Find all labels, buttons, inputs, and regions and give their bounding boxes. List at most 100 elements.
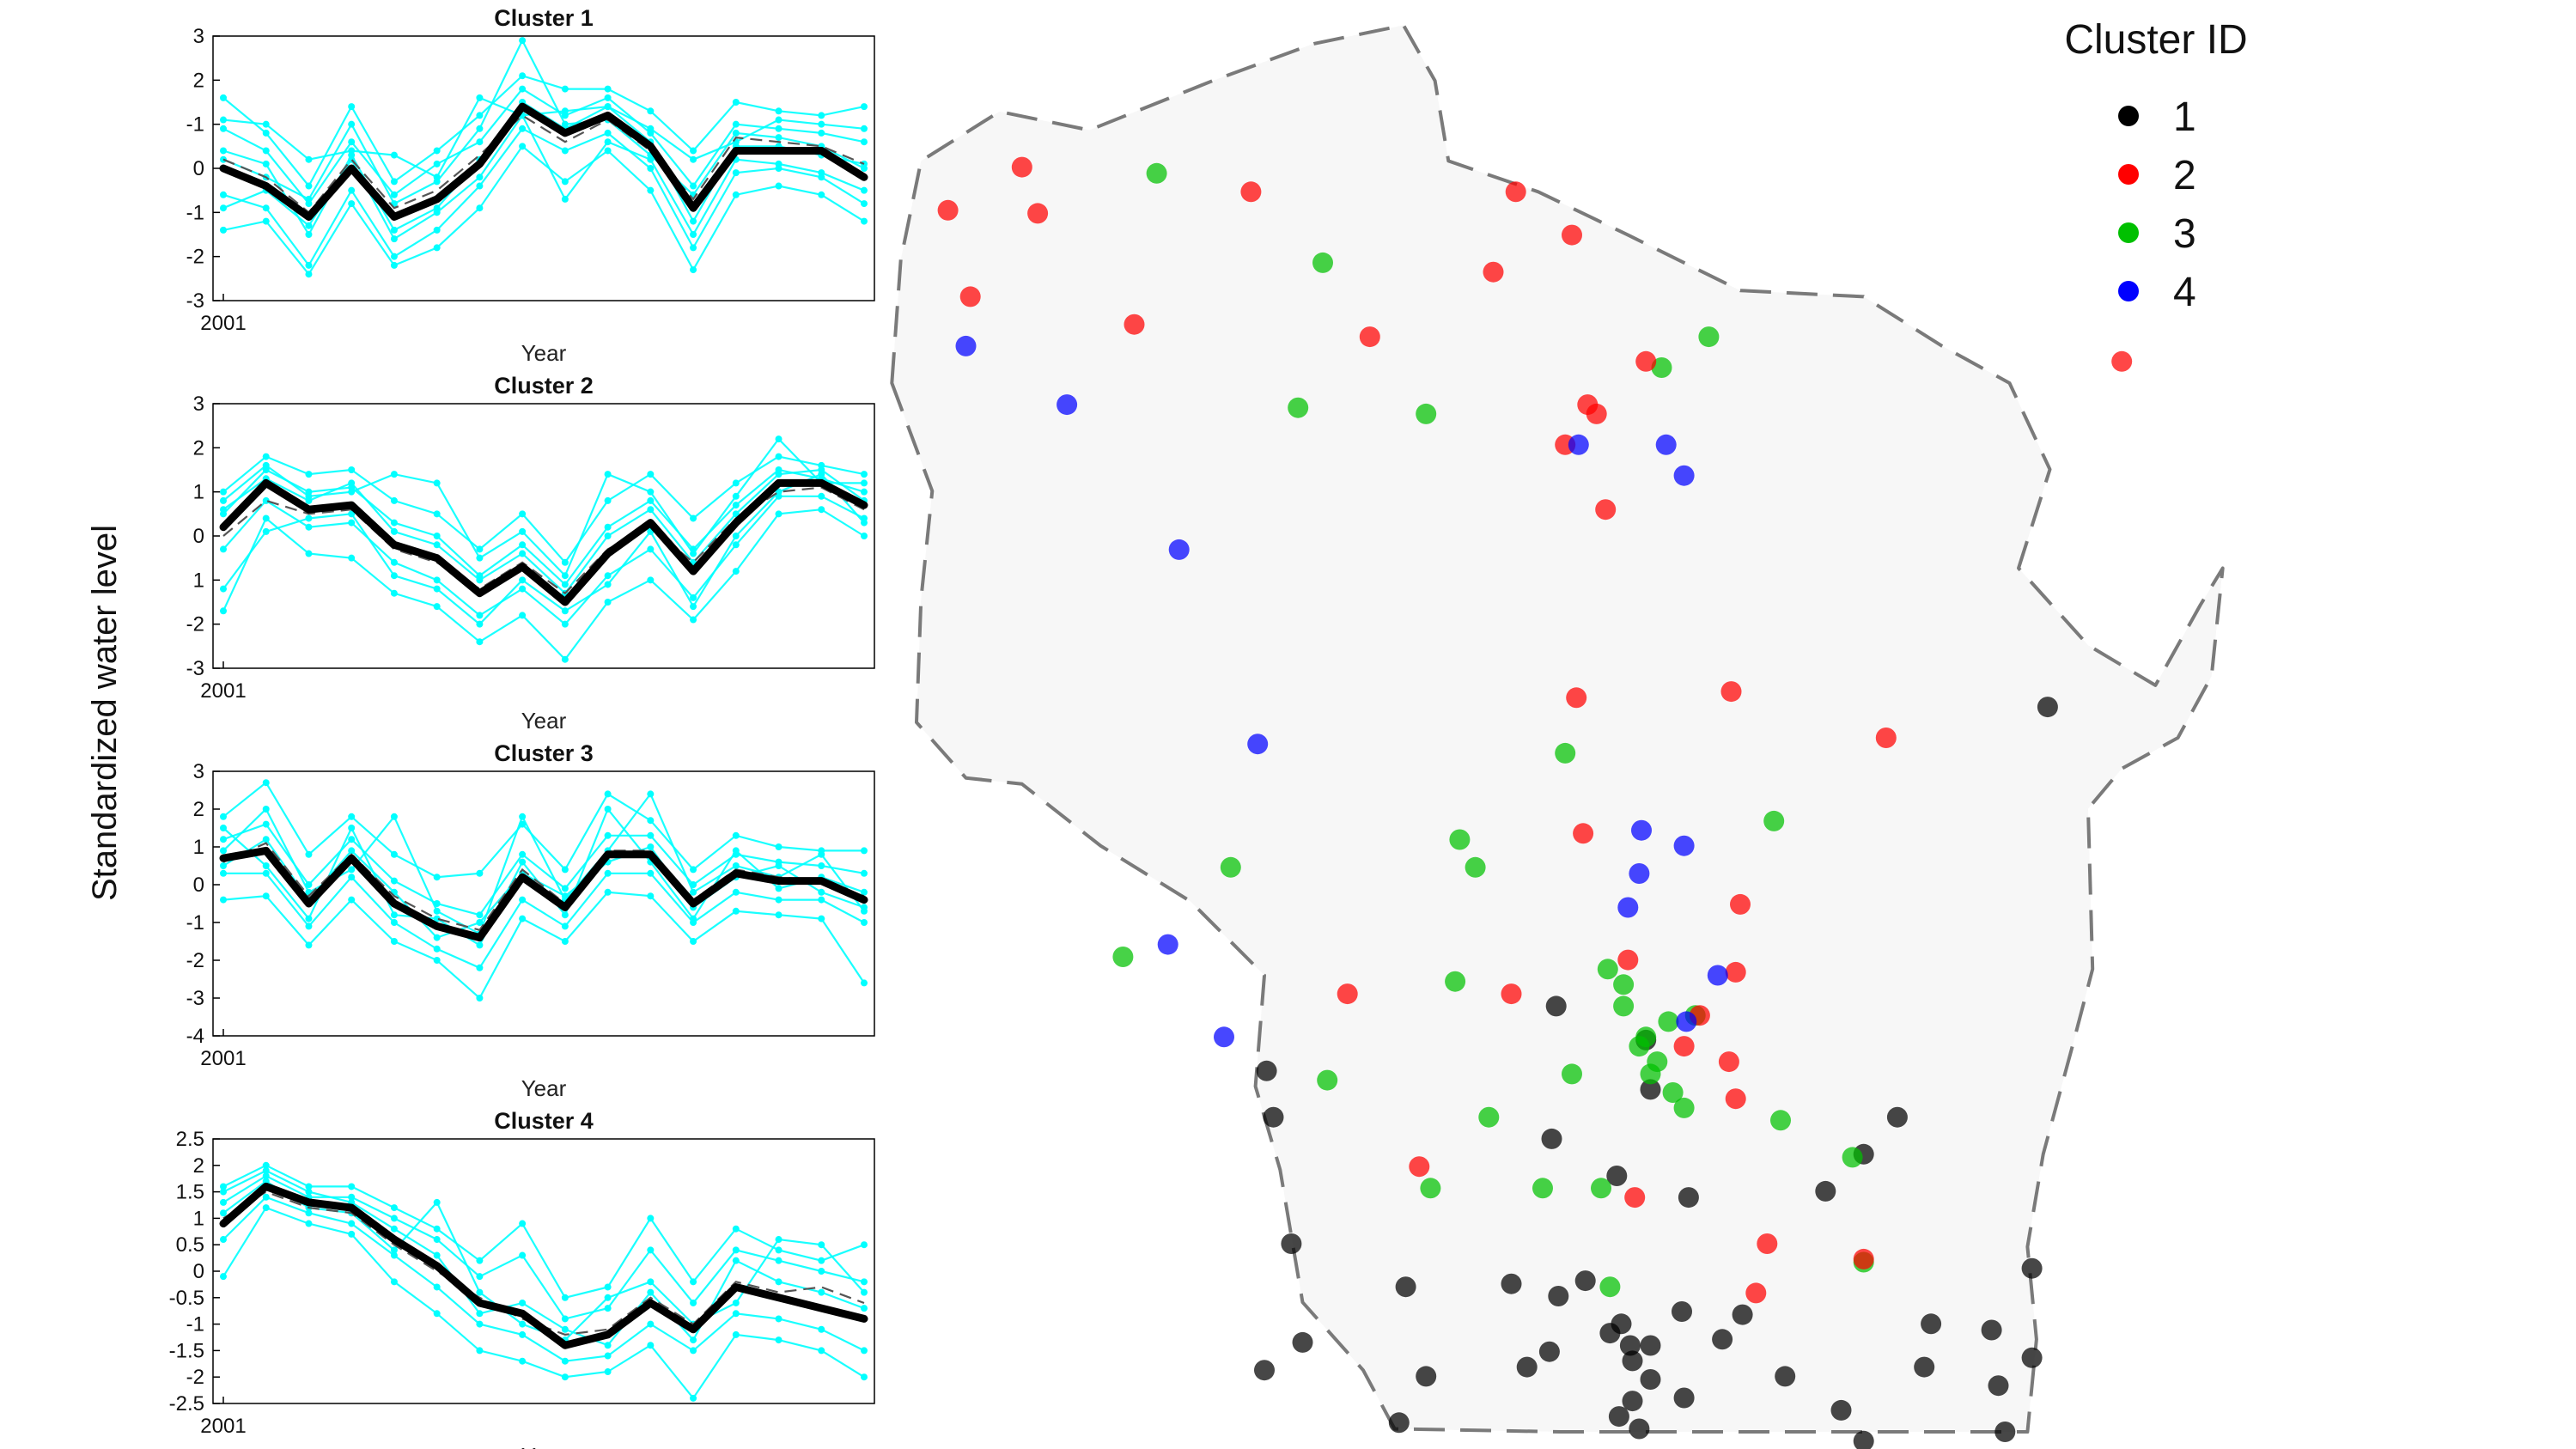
site-marker-cluster-4 — [1157, 934, 1178, 955]
member-point — [561, 558, 569, 566]
member-point — [348, 847, 356, 855]
member-point — [348, 466, 356, 473]
member-point — [818, 1347, 825, 1355]
site-marker-cluster-1 — [1263, 1106, 1284, 1128]
y-tick-label: 1.5 — [176, 1181, 204, 1204]
member-line-7 — [222, 468, 865, 595]
site-marker-cluster-1 — [1622, 1391, 1643, 1412]
member-point — [861, 1305, 868, 1312]
member-point — [476, 1273, 484, 1281]
site-marker-cluster-3 — [1465, 856, 1486, 878]
member-point — [348, 554, 356, 562]
member-point — [561, 1294, 569, 1301]
member-point — [305, 1188, 313, 1196]
member-point — [305, 922, 313, 930]
member-point — [390, 226, 398, 234]
site-marker-cluster-1 — [1619, 1335, 1641, 1356]
member-point — [305, 881, 313, 888]
site-marker-cluster-3 — [1698, 326, 1720, 348]
y-tick-label: -1 — [186, 1313, 204, 1336]
member-point — [390, 911, 398, 919]
mean-line — [219, 478, 868, 606]
site-marker-cluster-2 — [1505, 181, 1526, 203]
member-point — [348, 874, 356, 881]
dashed-line — [222, 114, 865, 214]
member-point — [690, 1336, 697, 1344]
member-point — [519, 1251, 527, 1259]
site-marker-cluster-3 — [1599, 1276, 1621, 1298]
site-marker-cluster-1 — [1672, 1301, 1692, 1322]
member-point — [604, 888, 612, 896]
member-line-5 — [222, 437, 864, 578]
site-marker-cluster-2 — [1240, 181, 1262, 203]
member-point — [348, 896, 356, 904]
member-point — [390, 813, 398, 820]
member-point — [647, 843, 655, 850]
member-point — [647, 1215, 655, 1222]
member-point — [305, 261, 313, 269]
member-point — [861, 125, 868, 132]
y-tick-label: 0 — [193, 1260, 204, 1283]
member-point — [262, 217, 270, 225]
site-marker-cluster-3 — [1613, 995, 1635, 1017]
site-marker-cluster-1 — [1611, 1313, 1632, 1335]
member-point — [861, 1241, 868, 1249]
member-point — [861, 488, 868, 496]
member-point — [262, 147, 270, 155]
member-point — [433, 576, 441, 584]
member-point — [433, 957, 441, 964]
x-tick-label: 2001 — [200, 1047, 246, 1070]
member-point — [262, 129, 270, 137]
member-point — [262, 1172, 270, 1180]
site-marker-cluster-1 — [1712, 1329, 1733, 1350]
legend-marker-2 — [2118, 164, 2139, 185]
site-marker-cluster-1 — [1574, 1270, 1596, 1292]
member-point — [732, 1310, 740, 1318]
member-point — [647, 186, 655, 194]
member-point — [476, 1347, 484, 1355]
site-marker-cluster-2 — [1730, 893, 1751, 915]
member-point — [732, 541, 740, 549]
member-line-3 — [223, 872, 865, 970]
y-tick-label: 3 — [193, 393, 204, 416]
member-point — [818, 112, 825, 119]
member-point — [390, 151, 398, 159]
member-point — [775, 510, 783, 518]
member-point — [476, 1320, 484, 1328]
member-point — [220, 1273, 227, 1281]
y-tick-label: -0.5 — [169, 1287, 204, 1310]
site-marker-cluster-2 — [1725, 1088, 1746, 1110]
y-tick-label: 0 — [193, 874, 204, 897]
legend: Cluster ID 1 2 3 4 — [2064, 17, 2247, 315]
member-point — [262, 1193, 270, 1201]
site-marker-cluster-3 — [1597, 959, 1618, 980]
member-point — [561, 85, 569, 93]
member-point — [305, 222, 313, 229]
site-marker-cluster-2 — [1566, 687, 1587, 709]
member-point — [861, 888, 868, 896]
member-point — [262, 120, 270, 128]
member-point — [690, 594, 697, 601]
site-marker-cluster-4 — [1568, 434, 1589, 455]
site-marker-cluster-4 — [1617, 897, 1639, 918]
member-point — [220, 116, 227, 124]
site-marker-cluster-1 — [1732, 1304, 1753, 1325]
site-marker-cluster-3 — [1317, 1069, 1338, 1091]
member-point — [348, 813, 356, 820]
member-point — [519, 896, 527, 904]
member-point — [690, 231, 697, 238]
member-point — [561, 178, 569, 186]
member-point — [647, 545, 655, 553]
member-point — [305, 182, 313, 190]
member-point — [390, 235, 398, 243]
member-point — [861, 165, 868, 172]
member-point — [775, 1278, 783, 1286]
member-line-7 — [222, 837, 865, 939]
member-point — [519, 1330, 527, 1338]
member-point — [305, 915, 313, 922]
member-line-4 — [222, 891, 865, 1000]
member-point — [348, 120, 356, 128]
member-point — [775, 488, 783, 496]
member-point — [732, 492, 740, 500]
member-point — [690, 1394, 697, 1402]
